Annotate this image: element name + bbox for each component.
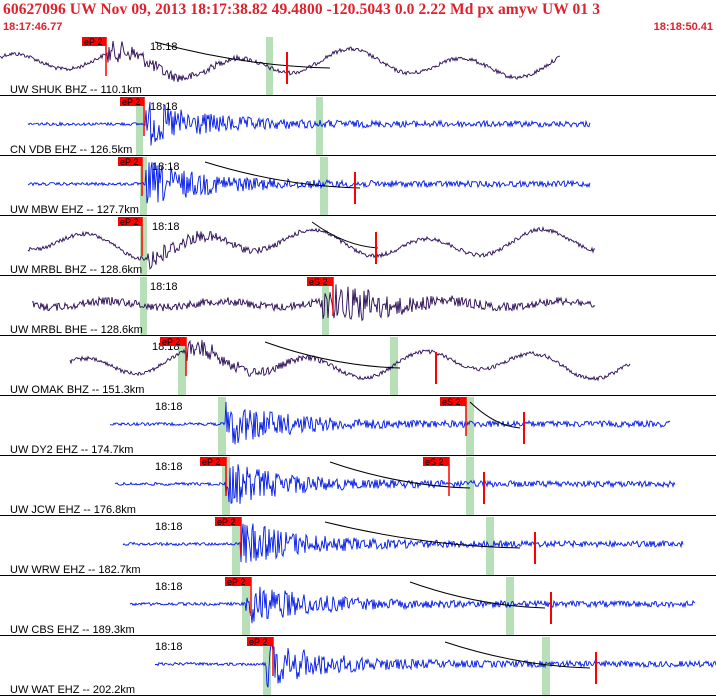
station-label: UW WRW EHZ -- 182.7km — [10, 564, 141, 576]
waveform-trace — [0, 40, 560, 83]
phase-pick-box — [247, 637, 273, 646]
coda-line — [311, 221, 379, 249]
minute-label: 18:18 — [150, 101, 178, 113]
phase-pick-label: eP 2 — [120, 157, 138, 167]
phase-pick-box — [160, 337, 186, 346]
window-band — [316, 97, 323, 155]
window-band — [178, 337, 186, 395]
event-title: 60627096 UW Nov 09, 2013 18:17:38.82 49.… — [3, 1, 601, 18]
window-band — [542, 637, 550, 695]
waveform-trace — [109, 401, 671, 445]
station-label: UW JCW EHZ -- 176.8km — [10, 504, 136, 516]
station-label: UW SHUK BHZ -- 110.1km — [10, 84, 142, 96]
coda-line — [409, 581, 546, 609]
window-band — [466, 397, 474, 455]
station-panel: 18:18 eP 2 UW MRBL BHZ -- 128.6km — [0, 217, 716, 276]
phase-pick-label: eP 2 — [202, 457, 220, 467]
window-band — [390, 337, 398, 395]
station-label: UW WAT EHZ -- 202.2km — [10, 684, 135, 696]
header: 60627096 UW Nov 09, 2013 18:17:38.82 49.… — [0, 0, 716, 36]
phase-pick-label: eP 2 — [227, 577, 245, 587]
window-band — [322, 277, 329, 335]
waveform-trace — [27, 162, 591, 204]
waveform-trace — [69, 339, 631, 382]
window-band — [486, 517, 494, 575]
phase-pick-2-box — [423, 457, 449, 466]
station-label: UW MBW EHZ -- 127.7km — [10, 204, 139, 216]
coda-line — [444, 641, 591, 669]
station-panel: 18:18 eP 2 UW CBS EHZ -- 189.3km — [0, 577, 716, 636]
phase-pick-box — [118, 217, 142, 226]
station-label: UW MRBL BHE -- 128.6km — [10, 324, 143, 336]
station-label: CN VDB EHZ -- 126.5km — [10, 144, 132, 156]
station-panel: 18:18 eP 2 CN VDB EHZ -- 126.5km — [0, 97, 716, 156]
coda-line — [324, 521, 521, 549]
minute-label: 18:18 — [150, 281, 178, 293]
waveform-trace — [31, 284, 596, 322]
station-panel: 18:18 eP 2 UW SHUK BHZ -- 110.1km — [0, 37, 716, 96]
waveform-trace — [154, 644, 716, 688]
waveform-trace — [27, 101, 591, 146]
start-time: 18:17:46.77 — [3, 21, 63, 33]
minute-label: 18:18 — [152, 221, 180, 233]
station-panel: 18:18 eS 2 UW DY2 EHZ -- 174.7km — [0, 397, 716, 456]
window-band — [140, 157, 147, 215]
minute-label: 18:18 — [155, 401, 183, 413]
station-panel: 18:18 eS 2 UW MRBL BHE -- 128.6km — [0, 277, 716, 336]
phase-pick-label: eP 2 — [122, 97, 140, 107]
phase-pick-label: eP 2 — [120, 217, 138, 227]
phase-pick-box — [200, 457, 226, 466]
station-panel: 18:18 eP 2 eS 2 UW JCW EHZ -- 176.8km — [0, 457, 716, 516]
phase-pick-box — [440, 397, 466, 406]
station-label: UW OMAK BHZ -- 151.3km — [10, 384, 144, 396]
station-label: UW CBS EHZ -- 189.3km — [10, 624, 135, 636]
phase-pick-box — [120, 97, 144, 106]
window-band — [466, 457, 474, 515]
minute-label: 18:18 — [152, 161, 180, 173]
station-label: UW DY2 EHZ -- 174.7km — [10, 444, 133, 456]
phase-pick-box — [225, 577, 251, 586]
minute-label: 18:18 — [155, 461, 183, 473]
phase-pick-label: eP 2 — [84, 37, 102, 47]
minute-label: 18:18 — [155, 521, 183, 533]
waveform-trace — [27, 225, 596, 270]
coda-line — [204, 161, 361, 189]
waveform-trace — [122, 523, 684, 563]
station-label: UW MRBL BHZ -- 128.6km — [10, 264, 142, 276]
station-panel: 18:18 eP 2 UW MBW EHZ -- 127.7km — [0, 157, 716, 216]
phase-pick-label: eP 2 — [162, 337, 180, 347]
waveform-trace — [129, 586, 696, 624]
phase-pick-label: eP 2 — [217, 517, 235, 527]
station-panel: 18:18 eP 2 UW WAT EHZ -- 202.2km — [0, 637, 716, 696]
window-band — [232, 517, 240, 575]
phase-pick-box — [307, 277, 333, 286]
window-band — [263, 637, 271, 695]
waveform-trace — [114, 464, 676, 504]
coda-line — [469, 401, 521, 429]
coda-line — [264, 341, 401, 369]
minute-label: 18:18 — [155, 581, 183, 593]
minute-label: 18:18 — [155, 641, 183, 653]
window-band — [218, 397, 226, 455]
end-time: 18:18:50.41 — [653, 21, 713, 33]
phase-pick-2-label: eS 2 — [425, 457, 444, 467]
minute-label: 18:18 — [150, 41, 178, 53]
phase-pick-box — [82, 37, 106, 46]
window-band — [140, 217, 147, 275]
phase-pick-box — [118, 157, 142, 166]
phase-pick-box — [215, 517, 241, 526]
phase-pick-label: eS 2 — [442, 397, 461, 407]
coda-line — [154, 41, 331, 69]
window-band — [136, 97, 143, 155]
window-band — [140, 277, 147, 335]
coda-line — [329, 461, 471, 489]
phase-pick-label: eS 2 — [309, 277, 328, 287]
phase-pick-label: eP 2 — [249, 637, 267, 647]
window-band — [266, 37, 273, 95]
station-panel: 18:18 eP 2 UW WRW EHZ -- 182.7km — [0, 517, 716, 576]
